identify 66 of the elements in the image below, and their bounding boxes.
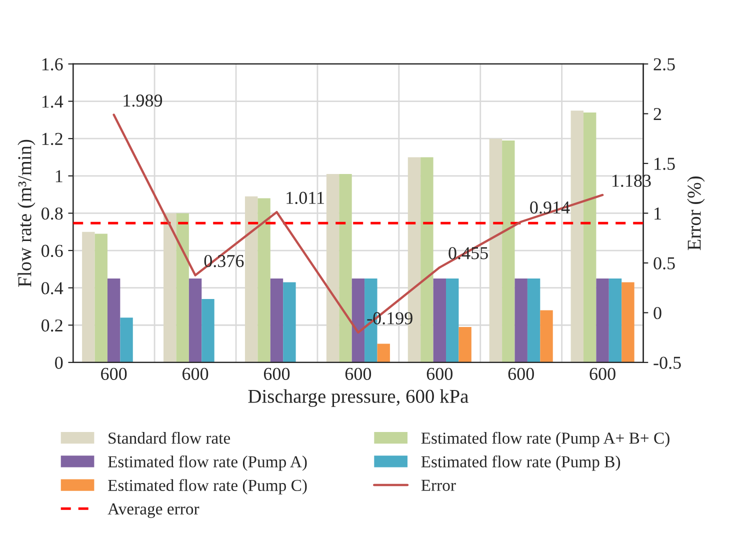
bar [283,282,296,362]
y-tick-label: 1.6 [42,58,63,70]
x-tick-label: 600 [508,368,534,380]
bar [377,344,390,362]
data-label: 1.989 [124,94,162,107]
legend-label: Average error [108,503,200,518]
bar [352,278,365,362]
legend-label: Estimated flow rate (Pump A) [108,456,307,471]
bar [326,174,340,362]
legend-label: Estimated flow rate (Pump C) [108,479,307,494]
y-tick-label: 0.2 [41,319,62,332]
y2-tick-label: 0 [654,306,662,320]
bar [270,278,284,362]
x-tick-label: 600 [345,368,372,380]
legend-label: Error [421,480,456,491]
y2-tick-label: 2.5 [654,58,675,70]
bar [244,196,258,362]
bar [514,278,528,362]
y-tick-label: 0.4 [41,282,64,294]
data-label: 1.011 [286,192,324,204]
bar [94,234,108,362]
bar [107,278,120,362]
bar [202,299,214,362]
bar [622,282,634,362]
x-tick-label: 600 [590,368,616,380]
bar [82,232,95,362]
bar [502,140,515,362]
bar [433,278,446,362]
y-axis-title: Flow rate (m³/min) [18,140,36,287]
legend-label: Estimated flow rate (Pump B) [421,456,620,471]
y2-tick-label: 1 [654,208,661,220]
bar [570,110,584,362]
y-tick-label: 1.4 [42,96,64,108]
y2-tick-label: 0.5 [654,257,675,270]
x-tick-label: 600 [426,368,452,380]
bar [583,112,596,362]
bar [176,213,189,362]
y-tick-label: 0.8 [41,207,63,220]
bar [339,174,352,362]
line-series [112,114,604,334]
y2-axis-title: Error (%) [687,176,705,250]
x-tick-label: 600 [101,368,127,380]
x-tick-label: 600 [182,368,208,380]
x-axis-title: Discharge pressure, 600 kPa [248,389,468,407]
y2-tick-label: -0.5 [654,356,681,369]
bar [188,278,202,362]
x-tick-label: 600 [264,368,290,380]
bar [608,278,622,362]
bar [120,318,133,362]
bar [489,138,502,362]
bar [540,310,553,362]
y-tick-label: 0.6 [41,244,63,258]
bar [458,326,472,362]
bar [420,157,434,362]
bar [164,213,176,362]
bar [596,278,609,362]
y-tick-label: 1 [56,170,62,182]
legend-label: Standard flow rate [108,432,230,444]
bar [446,278,459,362]
y2-tick-label: 1.5 [654,158,675,170]
y-tick-label: 0 [55,356,63,369]
y2-tick-label: 2 [654,108,662,120]
bar [258,198,270,362]
bar [527,278,540,362]
y-tick-label: 1.2 [42,132,62,146]
legend-label: Estimated flow rate (Pump A+ B+ C) [421,432,670,448]
